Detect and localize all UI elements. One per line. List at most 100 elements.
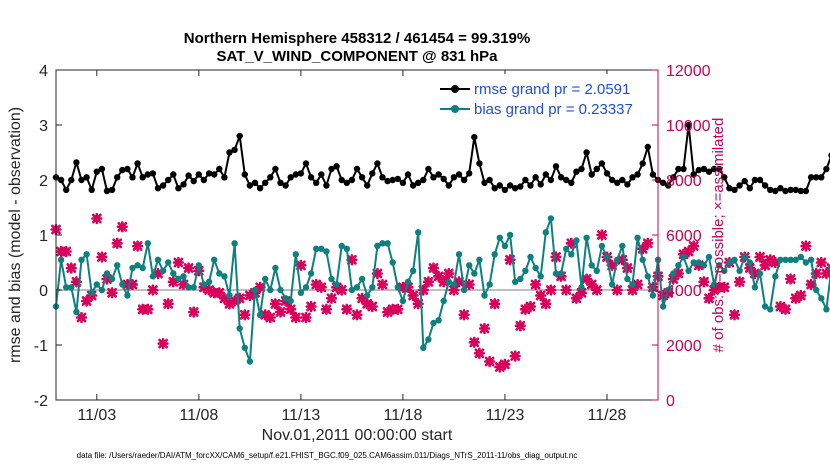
- rmse-point: [568, 179, 575, 186]
- obs-assimilated-point: [376, 278, 389, 291]
- bias-point: [751, 284, 759, 291]
- obs-assimilated-point: [529, 278, 542, 291]
- rmse-point: [486, 176, 493, 184]
- rmse-point: [256, 185, 264, 192]
- bias-point: [460, 286, 468, 294]
- obs-assimilated-point: [142, 303, 154, 315]
- obs-assimilated-point: [269, 298, 282, 310]
- bias-point: [83, 251, 90, 258]
- rmse-point: [435, 171, 442, 178]
- obs-assimilated-point: [575, 287, 588, 299]
- rmse-point: [619, 176, 626, 184]
- rmse-point: [83, 174, 90, 181]
- rmse-point: [716, 165, 723, 173]
- rmse-point: [313, 179, 320, 186]
- bias-point: [399, 297, 407, 305]
- rmse-point: [823, 165, 830, 173]
- left-tick-label: 2: [39, 173, 48, 190]
- obs-assimilated-point: [116, 221, 128, 233]
- rmse-point: [756, 176, 764, 184]
- obs-assimilated-point: [611, 284, 623, 296]
- bias-point: [425, 336, 432, 343]
- rmse-point: [685, 121, 692, 129]
- bias-point: [557, 270, 565, 277]
- x-tick-label: 11/03: [77, 407, 116, 424]
- left-tick-label: -1: [34, 338, 48, 355]
- rmse-point: [231, 146, 238, 153]
- rmse-point: [736, 182, 743, 189]
- rmse-point: [139, 174, 146, 181]
- rmse-point: [542, 171, 549, 178]
- obs-assimilated-point: [483, 355, 496, 368]
- bias-point: [175, 275, 182, 283]
- bias-point: [741, 253, 748, 261]
- obs-assimilated-point: [535, 289, 547, 302]
- rmse-point: [705, 168, 713, 175]
- obs-assimilated-point: [642, 237, 654, 249]
- bias-point: [394, 284, 401, 291]
- rmse-point: [455, 171, 463, 178]
- rmse-point: [165, 176, 172, 184]
- rmse-point: [200, 176, 208, 184]
- bias-point: [277, 286, 284, 294]
- bias-point: [129, 264, 136, 272]
- x-axis-label: Nov.01,2011 00:00:00 start: [262, 427, 453, 444]
- obs-assimilated-point: [325, 292, 338, 304]
- obs-assimilated-point: [550, 251, 562, 263]
- rmse-point: [119, 166, 126, 174]
- rmse-point: [307, 174, 315, 181]
- bias-point: [746, 259, 753, 266]
- bias-point: [471, 270, 478, 277]
- bias-point: [792, 256, 799, 263]
- rmse-point: [211, 171, 218, 178]
- bias-point: [680, 253, 687, 261]
- rmse-point: [603, 170, 611, 177]
- rmse-point: [777, 185, 784, 192]
- y-axis-label-left: rmse and bias (model - observation): [7, 107, 24, 363]
- rmse-point: [639, 160, 646, 167]
- obs-assimilated-point: [341, 303, 353, 315]
- bias-point: [670, 270, 677, 277]
- bias-point: [496, 234, 503, 241]
- rmse-point: [287, 174, 294, 181]
- obs-assimilated-point: [346, 254, 358, 266]
- rmse-point: [114, 174, 121, 181]
- right-tick-label: 0: [666, 393, 675, 410]
- bias-point: [573, 237, 580, 244]
- rmse-point: [506, 182, 514, 189]
- rmse-point: [277, 179, 284, 186]
- bias-point: [134, 262, 141, 269]
- obs-assimilated-point: [784, 273, 797, 285]
- rmse-point: [267, 174, 274, 181]
- rmse-point: [358, 174, 366, 181]
- bias-point: [180, 273, 187, 280]
- x-tick-label: 11/18: [383, 407, 422, 424]
- obs-assimilated-point: [438, 276, 450, 288]
- obs-assimilated-point: [672, 267, 685, 280]
- rmse-point: [675, 165, 682, 173]
- bias-point: [547, 215, 555, 222]
- legend-rmse-label: rmse grand pr = 2.0591: [474, 81, 630, 98]
- obs-assimilated-point: [65, 262, 77, 274]
- x-tick-label: 11/28: [588, 407, 627, 424]
- bias-point: [241, 344, 248, 351]
- rmse-point: [389, 176, 396, 184]
- bias-point: [598, 242, 606, 250]
- obs-assimilated-point: [264, 311, 276, 324]
- bias-point: [139, 264, 146, 272]
- rmse-point: [103, 187, 111, 195]
- bias-point: [517, 275, 524, 283]
- bias-point: [231, 240, 238, 247]
- bias-point: [420, 344, 427, 351]
- rmse-point: [532, 174, 539, 181]
- bias-point: [802, 259, 810, 266]
- bias-point: [787, 256, 794, 263]
- bias-point: [603, 253, 611, 261]
- bias-point: [353, 284, 361, 291]
- bias-point: [736, 267, 743, 274]
- obs-assimilated-point: [392, 303, 404, 315]
- obs-assimilated-point: [805, 278, 817, 291]
- left-tick-label: 0: [39, 283, 48, 300]
- rmse-point: [328, 165, 335, 173]
- rmse-point: [154, 185, 162, 192]
